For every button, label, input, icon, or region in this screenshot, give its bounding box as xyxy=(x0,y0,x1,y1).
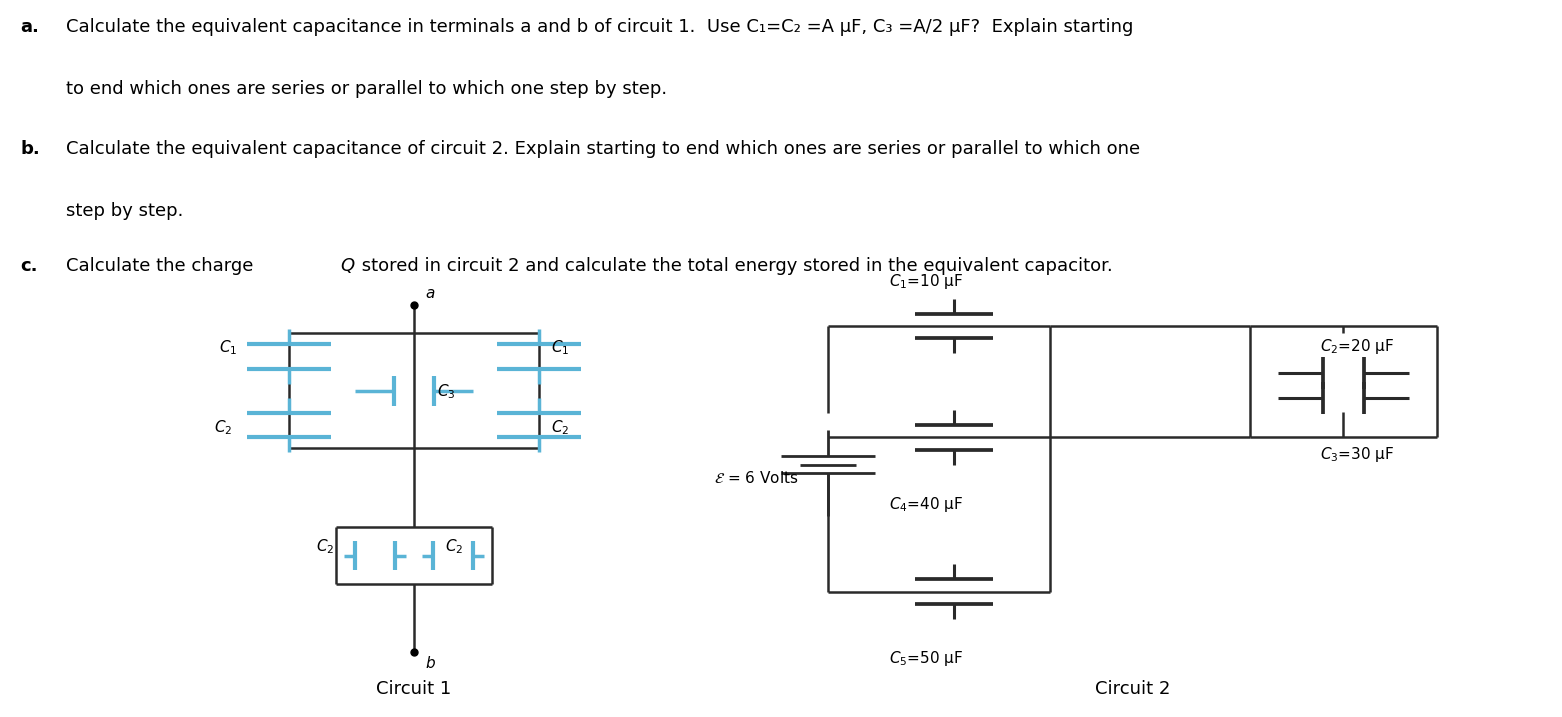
Text: $C_1$=10 μF: $C_1$=10 μF xyxy=(889,272,964,291)
Text: $C_3$=30 μF: $C_3$=30 μF xyxy=(1320,445,1395,463)
Text: to end which ones are series or parallel to which one step by step.: to end which ones are series or parallel… xyxy=(66,80,667,98)
Text: $C_2$: $C_2$ xyxy=(445,538,464,556)
Text: $a$: $a$ xyxy=(425,286,436,301)
Text: Calculate the equivalent capacitance in terminals a and b of circuit 1.  Use C₁=: Calculate the equivalent capacitance in … xyxy=(66,18,1132,36)
Text: $C_2$=20 μF: $C_2$=20 μF xyxy=(1320,337,1395,356)
Text: Circuit 2: Circuit 2 xyxy=(1095,680,1170,698)
Text: $C_4$=40 μF: $C_4$=40 μF xyxy=(889,495,964,513)
Text: $C_1$: $C_1$ xyxy=(219,338,237,357)
Text: Calculate the charge: Calculate the charge xyxy=(66,257,259,275)
Text: c.: c. xyxy=(20,257,37,275)
Text: $C_2$: $C_2$ xyxy=(214,418,233,437)
Text: $b$: $b$ xyxy=(425,655,436,670)
Text: b.: b. xyxy=(20,140,41,158)
Text: stored in circuit 2 and calculate the total energy stored in the equivalent capa: stored in circuit 2 and calculate the to… xyxy=(356,257,1112,275)
Text: $C_1$: $C_1$ xyxy=(551,338,570,357)
Text: $C_2$: $C_2$ xyxy=(316,538,334,556)
Text: Q: Q xyxy=(341,257,355,275)
Text: $C_2$: $C_2$ xyxy=(551,418,570,437)
Text: $C_5$=50 μF: $C_5$=50 μF xyxy=(889,649,964,668)
Text: Circuit 1: Circuit 1 xyxy=(376,680,451,698)
Text: $\mathcal{E}$ = 6 Volts: $\mathcal{E}$ = 6 Volts xyxy=(714,470,798,485)
Text: Calculate the equivalent capacitance of circuit 2. Explain starting to end which: Calculate the equivalent capacitance of … xyxy=(66,140,1140,158)
Text: $C_3$: $C_3$ xyxy=(437,382,456,401)
Text: a.: a. xyxy=(20,18,39,36)
Text: step by step.: step by step. xyxy=(66,202,183,220)
